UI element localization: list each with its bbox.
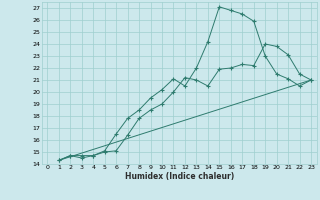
X-axis label: Humidex (Indice chaleur): Humidex (Indice chaleur) (124, 172, 234, 181)
